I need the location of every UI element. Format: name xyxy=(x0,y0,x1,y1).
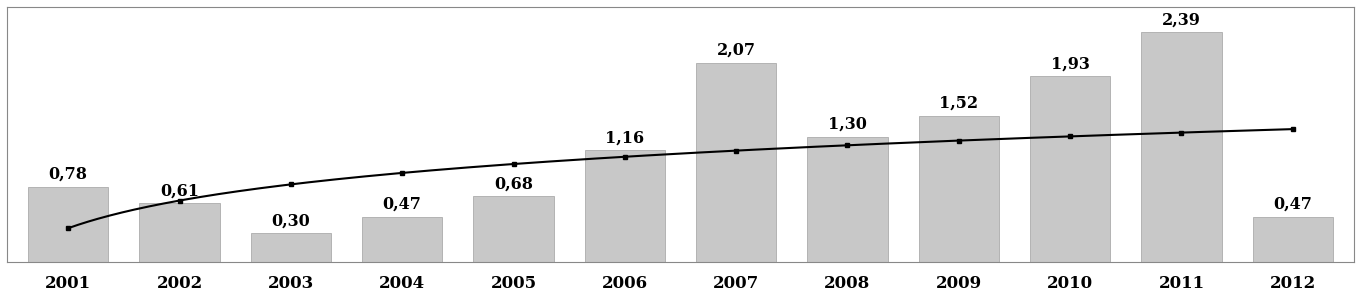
Text: 0,78: 0,78 xyxy=(49,166,87,183)
Bar xyxy=(1142,32,1222,262)
Text: 1,93: 1,93 xyxy=(1051,55,1090,72)
Bar xyxy=(807,137,887,262)
Bar xyxy=(1252,217,1332,262)
Bar xyxy=(250,233,331,262)
Bar xyxy=(29,187,109,262)
Text: 0,68: 0,68 xyxy=(494,176,534,193)
Text: 1,52: 1,52 xyxy=(939,95,979,112)
Bar xyxy=(585,150,666,262)
Text: 1,16: 1,16 xyxy=(606,129,644,147)
Text: 0,47: 0,47 xyxy=(1274,196,1312,213)
Bar xyxy=(919,116,999,262)
Text: 0,61: 0,61 xyxy=(161,182,199,199)
Text: 2,39: 2,39 xyxy=(1162,11,1200,28)
Bar xyxy=(474,196,554,262)
Text: 2,07: 2,07 xyxy=(717,42,755,59)
Text: 1,30: 1,30 xyxy=(827,116,867,133)
Bar xyxy=(695,63,776,262)
Bar xyxy=(139,203,219,262)
Bar xyxy=(362,217,442,262)
Text: 0,47: 0,47 xyxy=(382,196,422,213)
Bar xyxy=(1030,76,1111,262)
Text: 0,30: 0,30 xyxy=(271,212,310,229)
